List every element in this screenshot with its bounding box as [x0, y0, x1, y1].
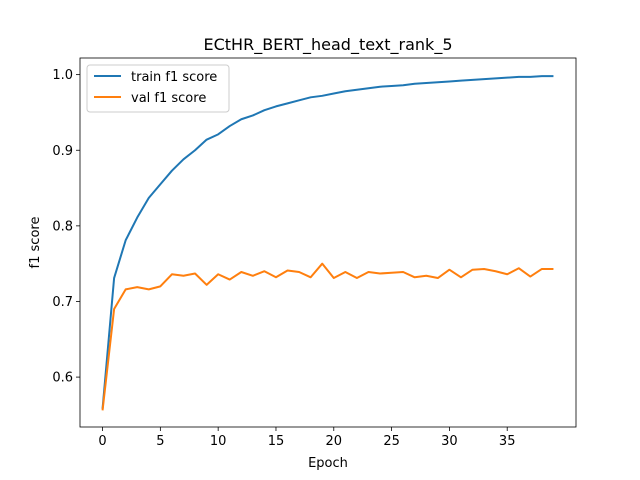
x-tick-label: 20	[326, 434, 343, 449]
legend-label-train: train f1 score	[131, 70, 217, 85]
y-tick-label: 0.9	[52, 144, 73, 159]
axis-ticks: 0 5 10 15 20 25 30 35 0.6 0.7 0.8 0.9 1.0	[52, 68, 515, 449]
x-tick-label: 10	[210, 434, 227, 449]
series-line-1	[101, 262, 554, 411]
x-tick-label: 5	[156, 434, 164, 449]
y-tick-label: 1.0	[52, 68, 73, 83]
x-tick-label: 15	[268, 434, 285, 449]
axes-frame	[79, 57, 577, 428]
legend: train f1 score val f1 score	[86, 64, 230, 113]
legend-box	[86, 64, 230, 113]
x-tick-label: 30	[441, 434, 458, 449]
y-tick-label: 0.7	[52, 295, 73, 310]
x-tick-label: 0	[98, 434, 106, 449]
y-tick-label: 0.8	[52, 219, 73, 234]
legend-label-val: val f1 score	[131, 91, 206, 106]
y-tick-label: 0.6	[52, 371, 73, 386]
chart-title: ECtHR_BERT_head_text_rank_5	[203, 35, 452, 55]
x-tick-label: 25	[383, 434, 400, 449]
y-axis-label: f1 score	[28, 217, 43, 269]
x-tick-label: 35	[499, 434, 516, 449]
plot-area	[101, 75, 554, 411]
series-line-0	[101, 75, 554, 409]
x-axis-label: Epoch	[308, 456, 348, 471]
